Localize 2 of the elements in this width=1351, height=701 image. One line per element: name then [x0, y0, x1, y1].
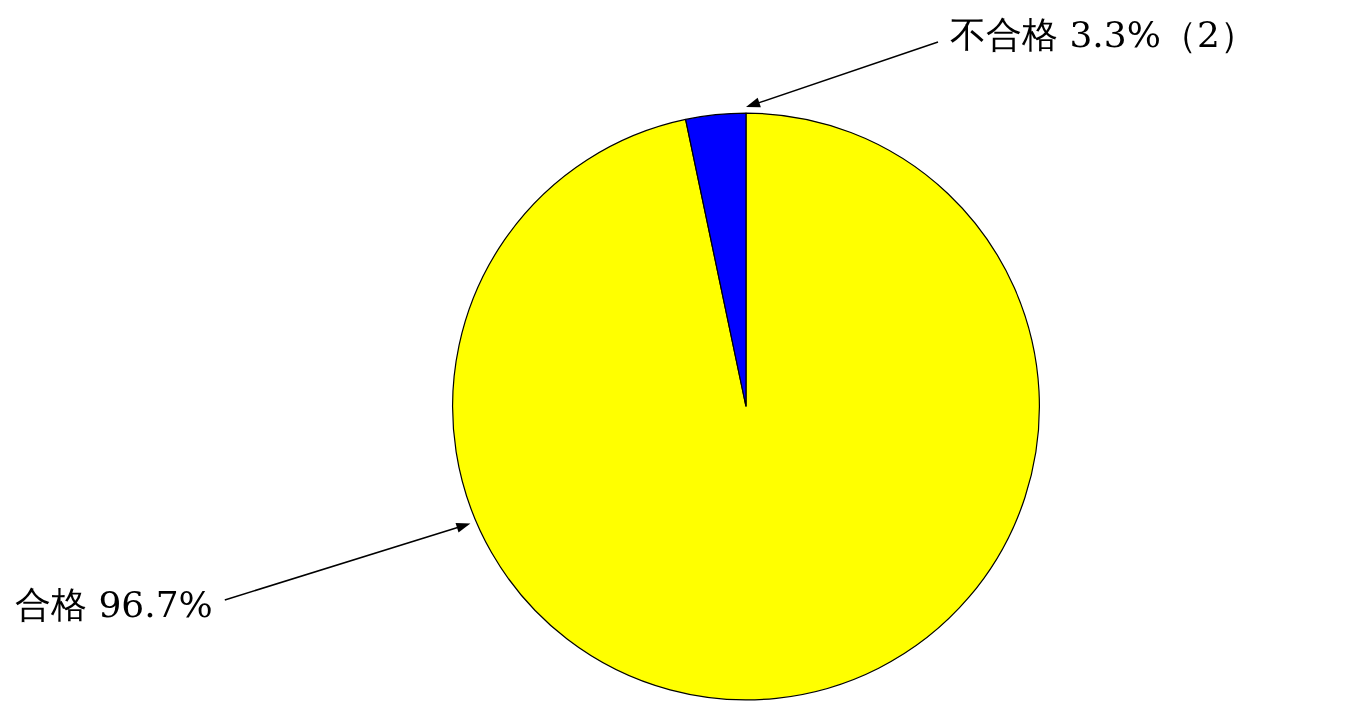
slice-label: 不合格 3.3%（2） — [950, 14, 1256, 56]
slice-label: 合格 96.7% — [15, 584, 213, 626]
